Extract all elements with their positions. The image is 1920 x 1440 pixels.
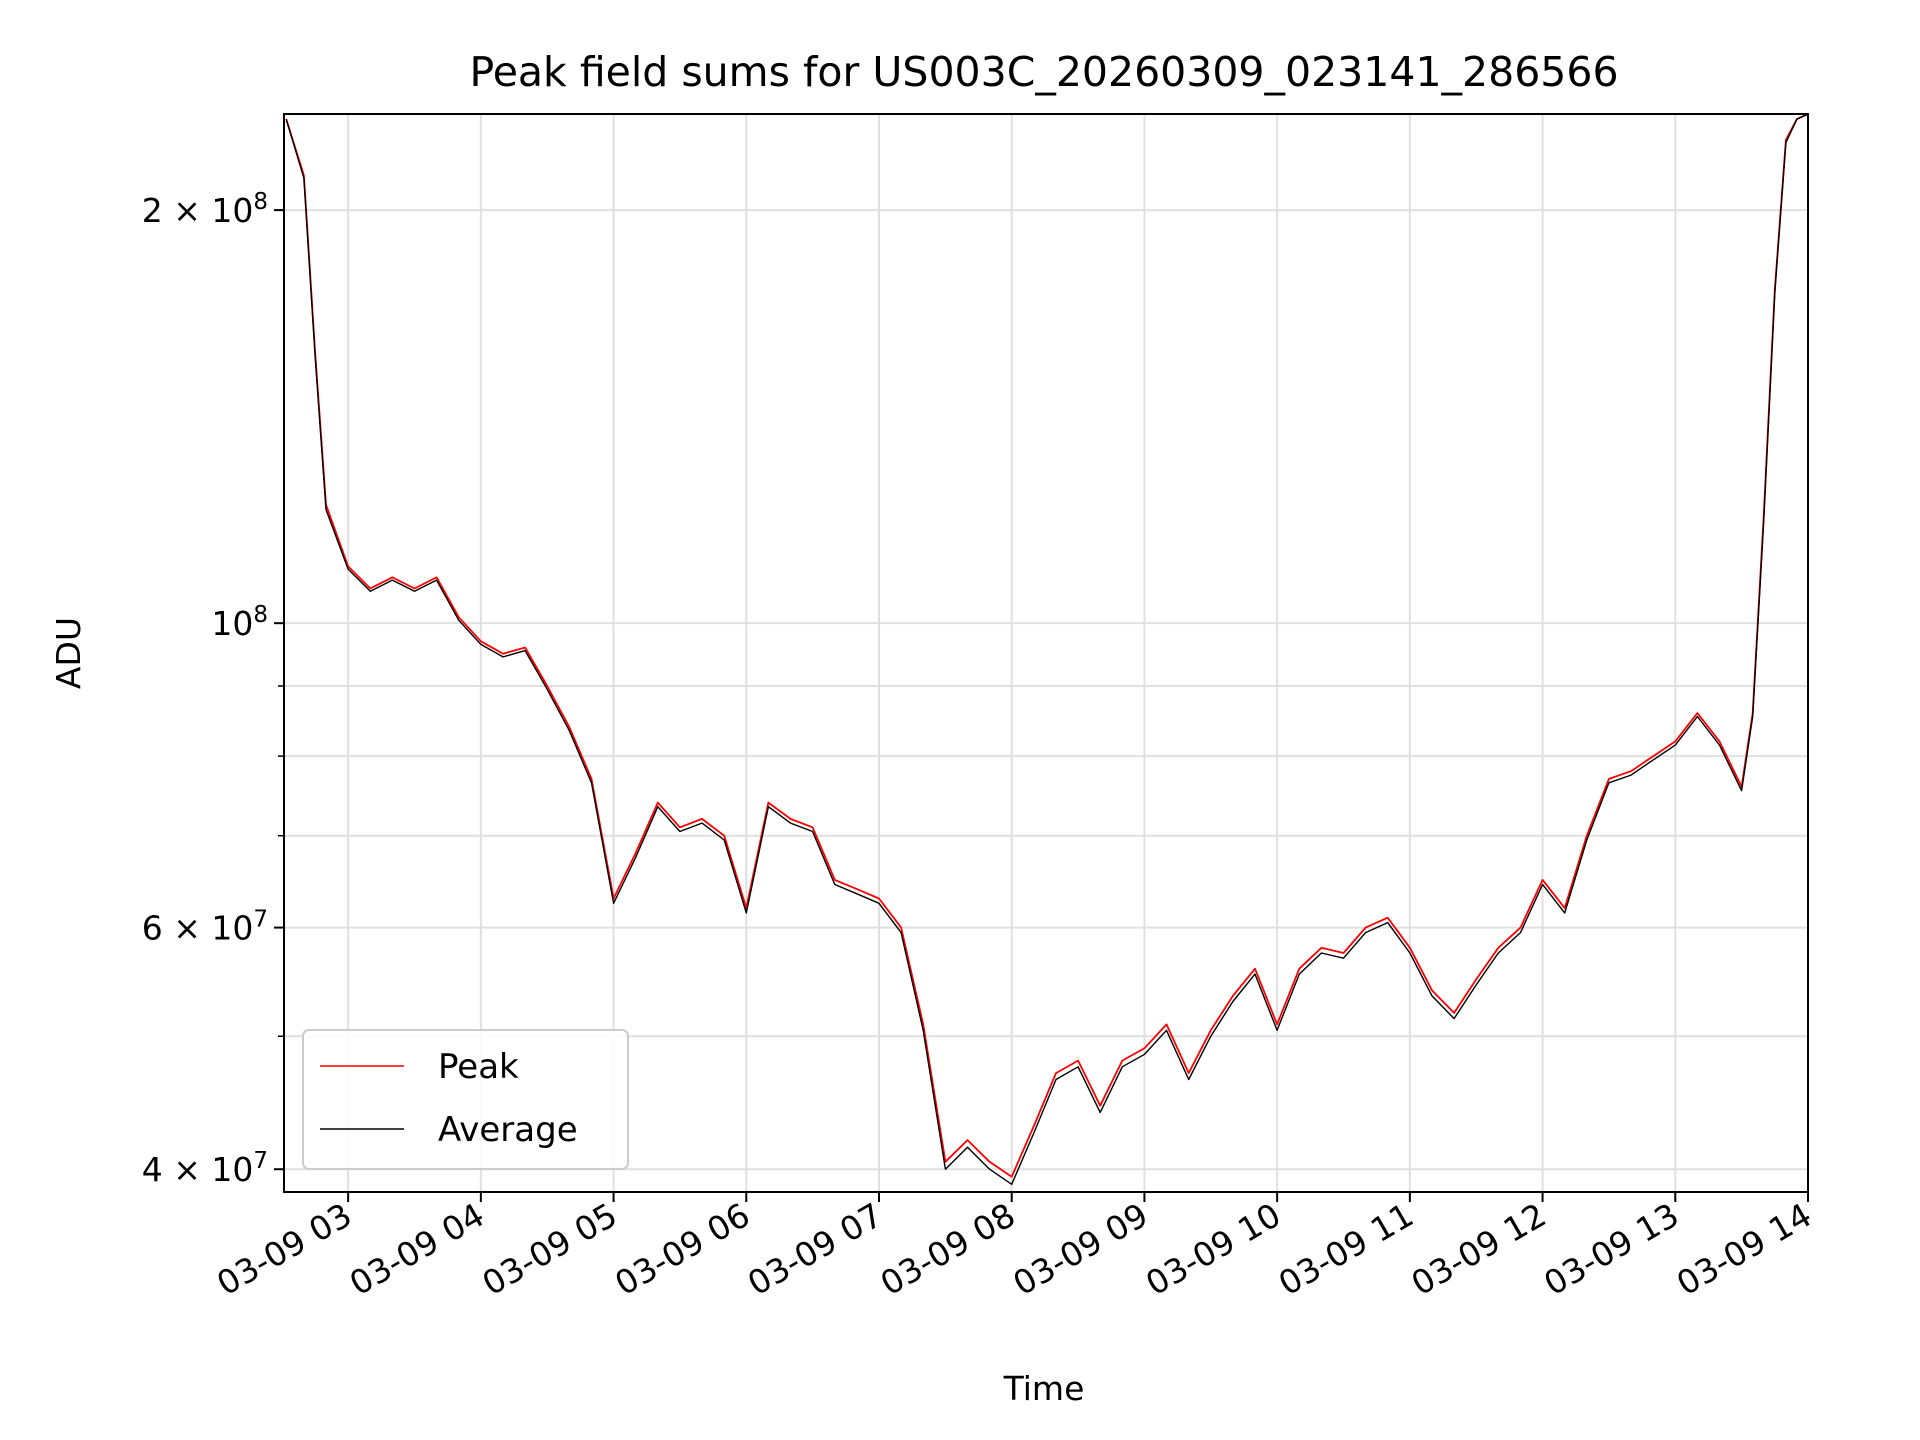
legend-label-peak: Peak [438, 1047, 519, 1087]
x-axis-label: Time [1003, 1369, 1085, 1408]
y-tick-label: 108 [211, 602, 268, 643]
y-tick-label: 2 × 108 [142, 189, 268, 230]
grid [284, 114, 1809, 1192]
chart-title: Peak field sums for US003C_20260309_0231… [469, 48, 1618, 96]
legend-frame [302, 1029, 629, 1170]
y-tick-label: 6 × 107 [142, 907, 268, 948]
series-line-average [285, 113, 1809, 1186]
legend: Peak Average [302, 1029, 629, 1170]
y-tick-label: 4 × 107 [142, 1148, 268, 1189]
y-axis: 2 × 108 108 6 × 107 4 × 107 [142, 189, 284, 1189]
legend-label-average: Average [438, 1110, 578, 1150]
y-axis-label: ADU [49, 617, 88, 689]
plot-area [283, 113, 1809, 1193]
series-lines [285, 113, 1809, 1186]
series-line-peak [285, 113, 1809, 1178]
